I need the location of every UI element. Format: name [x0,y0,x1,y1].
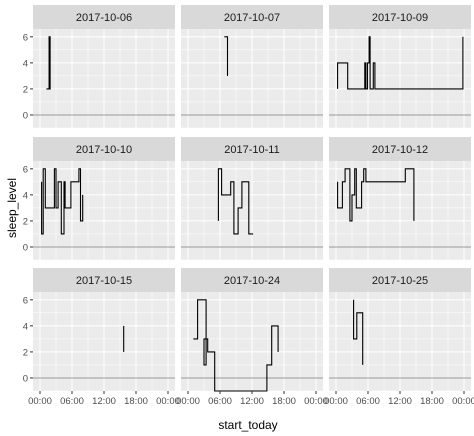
y-tick-label: 6 [23,164,28,175]
facet-strip [181,5,323,29]
x-tick-label: 00:00 [324,396,348,407]
y-tick-label: 2 [23,347,28,358]
sleep-level-line [224,36,229,76]
facet-strip [329,137,471,161]
sleep-level-line [217,168,254,235]
facet-panel: 2017-10-10 0 2 4 6 [23,137,175,261]
y-tick-label: 4 [23,321,28,332]
x-tick-label: 00:00 [156,396,180,407]
facet-strip [181,268,323,292]
sleep-level-line [337,36,464,90]
facet-panel: 2017-10-11 [181,137,323,261]
facet-label: 2017-10-11 [224,144,279,156]
y-axis-title: sleep_level [5,178,19,238]
facet-strip [329,5,471,29]
facet-panel: 2017-10-07 [181,5,323,129]
y-tick-label: 4 [23,190,28,201]
x-tick-label: 12:00 [92,396,116,407]
sleep-level-line [337,168,415,222]
facet-strip [181,137,323,161]
facet-panel: 2017-10-09 [329,5,471,129]
facet-label: 2017-10-06 [76,12,132,24]
facet-strip [33,137,175,161]
y-tick-label: 0 [23,242,28,253]
facet-label: 2017-10-09 [372,12,428,24]
y-tick-label: 0 [23,373,28,384]
facet-strip [329,268,471,292]
facet-panel: 2017-10-24 00:00 06:00 12:00 18:00 00:00 [176,268,328,407]
y-tick-label: 2 [23,216,28,227]
facet-label: 2017-10-25 [372,275,428,287]
facet-label: 2017-10-10 [76,144,132,156]
facet-panel: 2017-10-25 00:00 06:00 12:00 18:00 00:00 [324,268,474,407]
y-tick-label: 0 [23,110,28,121]
x-tick-label: 06:00 [356,396,380,407]
sleep-level-line [41,168,84,235]
facet-label: 2017-10-12 [372,144,428,156]
facet-strip [33,5,175,29]
y-tick-label: 2 [23,84,28,95]
sleep-level-line [46,36,51,90]
facet-panel: 2017-10-12 [329,137,471,261]
facet-label: 2017-10-24 [224,275,280,287]
y-tick-label: 4 [23,58,28,69]
y-tick-label: 6 [23,295,28,306]
x-tick-label: 06:00 [208,396,232,407]
x-tick-label: 18:00 [420,396,444,407]
x-tick-label: 12:00 [240,396,264,407]
facet-strip [33,268,175,292]
x-tick-label: 12:00 [388,396,412,407]
facet-label: 2017-10-07 [224,12,280,24]
x-tick-label: 00:00 [452,396,474,407]
x-tick-label: 06:00 [60,396,84,407]
x-tick-label: 18:00 [124,396,148,407]
facet-panel: 2017-10-15 0 2 4 6 00:00 06:00 12:00 18:00 00:00 [23,268,180,407]
x-tick-label: 00:00 [28,396,52,407]
facet-panel: 2017-10-06 0 2 4 6 [23,5,175,129]
sleep-level-line [193,299,279,392]
x-tick-label: 00:00 [304,396,328,407]
x-axis-title: start_today [218,418,277,432]
facet-label: 2017-10-15 [76,275,132,287]
y-tick-label: 6 [23,32,28,43]
x-tick-label: 18:00 [272,396,296,407]
x-tick-label: 00:00 [176,396,200,407]
sleep-level-line [353,299,364,365]
